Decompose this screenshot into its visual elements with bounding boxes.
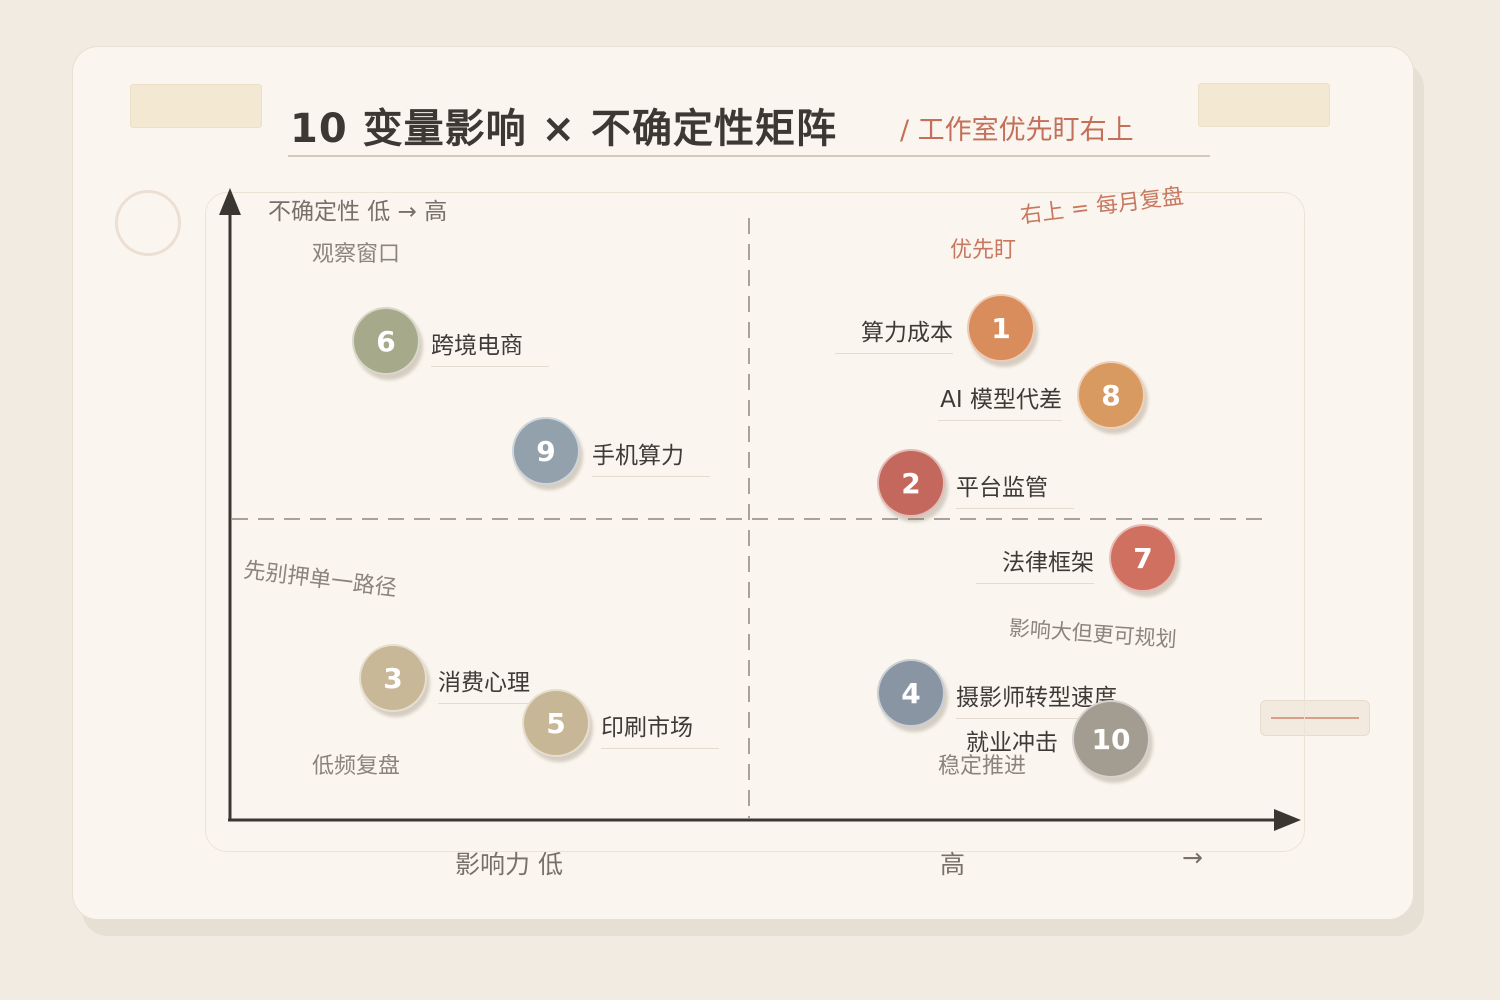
- matrix-card: [72, 46, 1414, 920]
- y-axis-arrow: [219, 188, 241, 215]
- variable-8-marker[interactable]: 8: [1077, 361, 1145, 429]
- variable-5-marker[interactable]: 5: [522, 689, 590, 757]
- variable-7-label: 法律框架: [976, 543, 1094, 584]
- variable-2-label: 平台监管: [956, 468, 1074, 509]
- quadrant-top-right-title: 优先盯: [950, 238, 1017, 263]
- side-tab[interactable]: [1260, 700, 1370, 736]
- variable-1-label: 算力成本: [835, 313, 953, 354]
- page-subtitle: / 工作室优先盯右上: [900, 115, 1134, 146]
- variable-8-label: AI 模型代差: [938, 380, 1062, 421]
- variable-5-label: 印刷市场: [601, 708, 719, 749]
- variable-3-label: 消费心理: [438, 663, 556, 704]
- variable-4-marker[interactable]: 4: [877, 659, 945, 727]
- variable-2-marker[interactable]: 2: [877, 449, 945, 517]
- chart-panel: [205, 192, 1305, 852]
- x-axis-label-low: 影响力 低: [455, 850, 563, 879]
- y-axis-label: 不确定性 低 → 高: [268, 199, 448, 225]
- quadrant-top-left-title: 观察窗口: [312, 242, 401, 267]
- ring-decoration: [115, 190, 181, 256]
- variable-9-label: 手机算力: [592, 436, 710, 477]
- x-axis-label-high: 高: [940, 850, 966, 879]
- variable-3-marker[interactable]: 3: [359, 644, 427, 712]
- tape-right: [1198, 83, 1330, 127]
- variable-6-marker[interactable]: 6: [352, 307, 420, 375]
- variable-1-marker[interactable]: 1: [967, 294, 1035, 362]
- x-axis-arrow: [1274, 809, 1301, 831]
- x-axis-end-arrow: →: [1182, 843, 1203, 872]
- quadrant-bottom-left-title: 低频复盘: [312, 754, 401, 779]
- quadrant-bottom-right-title: 稳定推进: [938, 754, 1027, 779]
- variable-10-marker[interactable]: 10: [1072, 700, 1150, 778]
- variable-7-marker[interactable]: 7: [1109, 524, 1177, 592]
- tape-left: [130, 84, 262, 128]
- page-title: 10 变量影响 × 不确定性矩阵: [290, 106, 837, 152]
- variable-10-label: 就业冲击: [966, 730, 1058, 756]
- title-underline: [288, 155, 1210, 157]
- variable-6-label: 跨境电商: [431, 326, 549, 367]
- variable-9-marker[interactable]: 9: [512, 417, 580, 485]
